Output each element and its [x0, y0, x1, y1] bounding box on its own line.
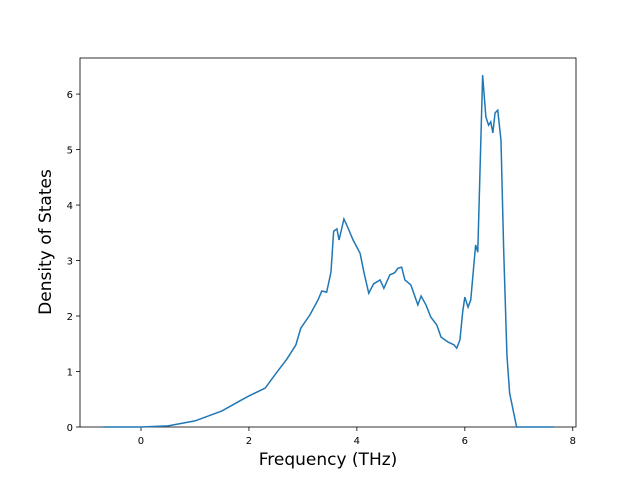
y-tick-label: 0 — [67, 423, 73, 434]
data-line — [103, 75, 554, 428]
y-tick-label: 1 — [67, 368, 73, 379]
y-tick-label: 4 — [67, 201, 73, 212]
y-axis-label: Density of States — [36, 169, 56, 315]
x-tick-label: 8 — [570, 436, 576, 447]
x-tick-label: 4 — [354, 436, 360, 447]
x-tick-label: 2 — [246, 436, 252, 447]
x-tick-label: 6 — [462, 436, 468, 447]
x-tick-label: 0 — [138, 436, 144, 447]
y-tick-label: 3 — [67, 257, 73, 268]
y-tick-label: 6 — [67, 90, 73, 101]
y-tick-label: 2 — [67, 312, 73, 323]
y-tick-label: 5 — [67, 146, 73, 157]
plot-frame — [79, 57, 577, 428]
x-axis-label: Frequency (THz) — [259, 450, 398, 470]
